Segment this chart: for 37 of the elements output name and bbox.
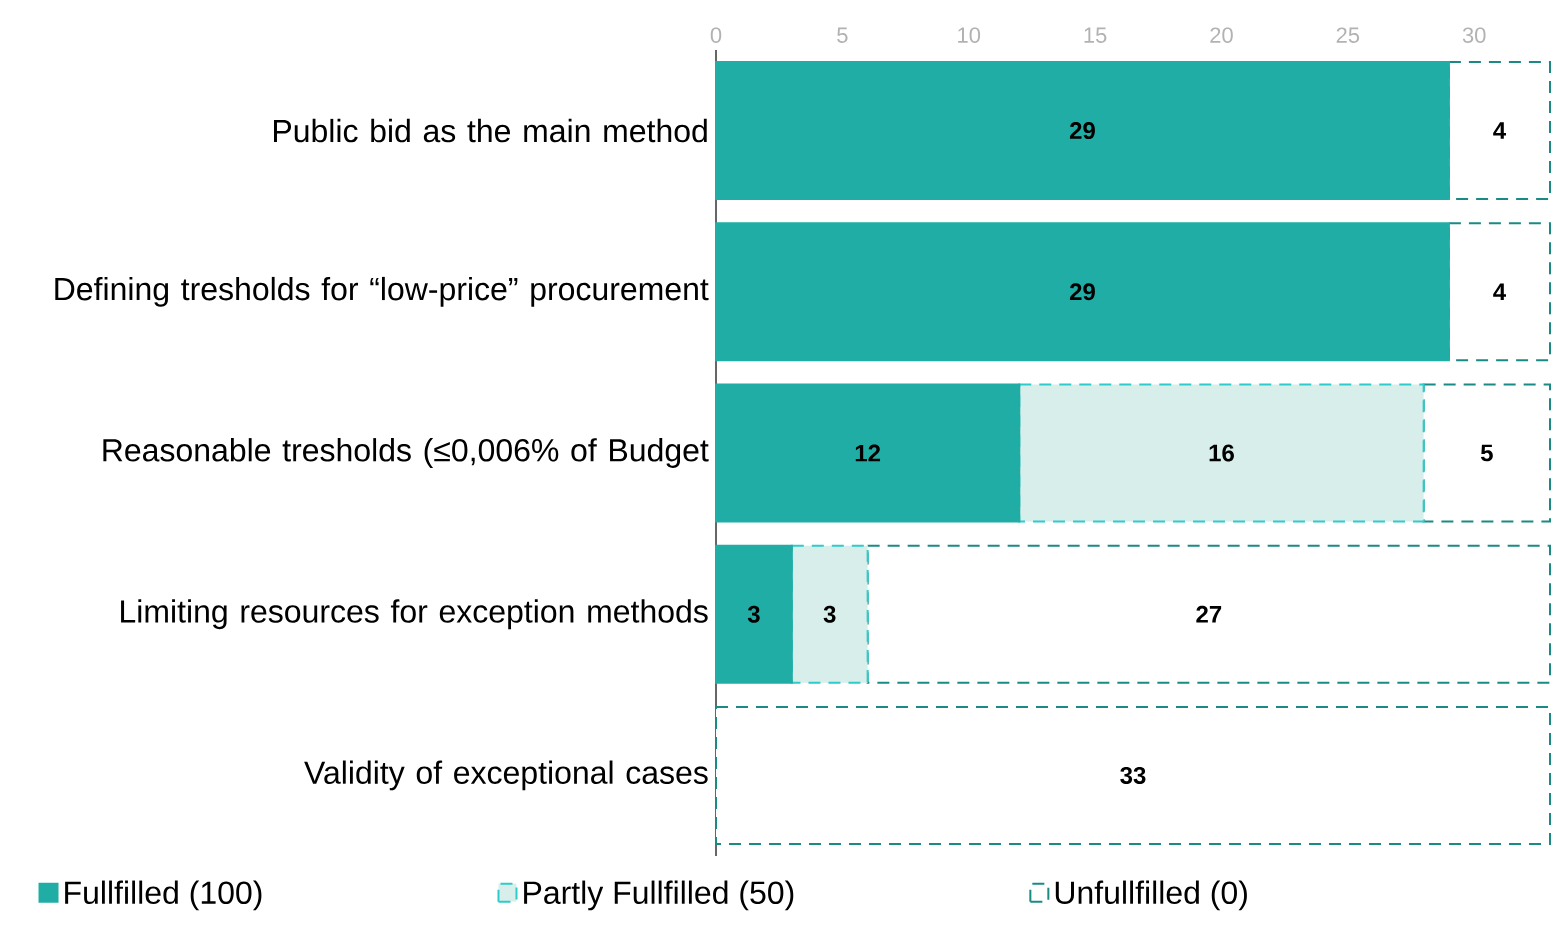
legend-label: Partly Fullfilled (50) (524, 880, 794, 911)
data-label: 4 (1493, 283, 1506, 301)
data-label: 12 (855, 444, 881, 462)
bar (866, 544, 1551, 684)
bar (1447, 61, 1551, 201)
data-label: 29 (1069, 283, 1095, 301)
bar (715, 61, 1450, 201)
bar (715, 222, 1450, 362)
bar (1018, 383, 1425, 523)
data-label: 29 (1069, 122, 1095, 140)
data-label: 4 (1493, 122, 1506, 139)
bar (1447, 222, 1551, 362)
bar (1422, 383, 1551, 523)
y-tick-label: Validity of exceptional cases (304, 760, 708, 791)
data-label: 3 (747, 605, 760, 623)
data-label: 16 (1209, 444, 1234, 462)
legend-label: Unfullfilled (0) (1055, 880, 1247, 911)
y-tick-label: Public bid as the main method (274, 118, 707, 143)
x-tick-label: 30 (1462, 27, 1486, 43)
legend-label: Fullfilled (100) (65, 880, 262, 911)
x-tick-label: 20 (1210, 27, 1233, 43)
x-tick-label: 25 (1336, 27, 1360, 43)
y-tick-label: Defining tresholds for “low-price” procurement (55, 276, 709, 307)
x-tick-label: 0 (710, 27, 722, 43)
data-label: 27 (1196, 605, 1222, 623)
bar (790, 544, 869, 684)
data-label: 5 (1480, 444, 1493, 462)
bar (715, 383, 1021, 523)
y-tick-label: Limiting resources for exception methods (121, 599, 708, 630)
data-label: 33 (1120, 766, 1146, 784)
x-tick-label: 5 (837, 27, 848, 43)
data-label: 3 (823, 605, 836, 623)
bar (715, 544, 793, 684)
bar (715, 705, 1551, 845)
x-tick-label: 15 (1084, 27, 1107, 43)
x-tick-label: 10 (958, 27, 981, 43)
y-tick-label: Reasonable tresholds (≤0,006% of Budget (103, 438, 709, 468)
